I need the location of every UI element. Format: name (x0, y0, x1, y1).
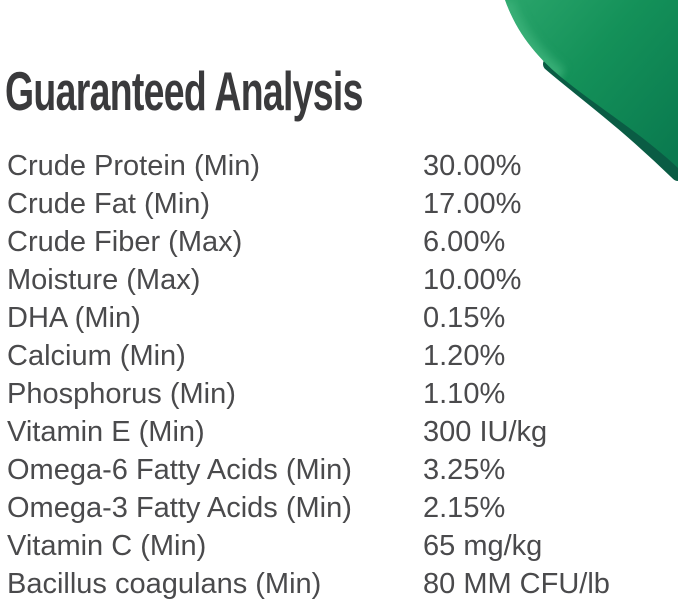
nutrient-value: 10.00% (423, 264, 522, 296)
nutrient-label: Crude Fiber (Max) (7, 226, 243, 258)
table-row: Crude Fat (Min) 17.00% (7, 185, 667, 223)
table-row: Omega-6 Fatty Acids (Min) 3.25% (7, 451, 667, 489)
wave-highlight-streak (505, 0, 568, 85)
nutrient-value: 17.00% (423, 188, 522, 220)
nutrient-label: Omega-3 Fatty Acids (Min) (7, 492, 352, 524)
nutrient-label: Vitamin C (Min) (7, 530, 207, 562)
table-row: Phosphorus (Min) 1.10% (7, 375, 667, 413)
analysis-table: Crude Protein (Min) 30.00% Crude Fat (Mi… (7, 147, 667, 603)
nutrient-value: 1.20% (423, 340, 506, 372)
nutrient-label: Vitamin E (Min) (7, 416, 205, 448)
wave-body (505, 0, 678, 168)
nutrient-value: 0.15% (423, 302, 506, 334)
table-row: DHA (Min) 0.15% (7, 299, 667, 337)
nutrient-value: 1.10% (423, 378, 506, 410)
table-row: Vitamin E (Min) 300 IU/kg (7, 413, 667, 451)
nutrient-value: 30.00% (423, 150, 522, 182)
wave-highlight-streak-core (505, 0, 564, 80)
table-row: Bacillus coagulans (Min) 80 MM CFU/lb (7, 565, 667, 603)
table-row: Vitamin C (Min) 65 mg/kg (7, 527, 667, 565)
table-row: Crude Protein (Min) 30.00% (7, 147, 667, 185)
nutrient-value: 2.15% (423, 492, 506, 524)
nutrient-label: Omega-6 Fatty Acids (Min) (7, 454, 352, 486)
table-row: Moisture (Max) 10.00% (7, 261, 667, 299)
nutrient-label: Moisture (Max) (7, 264, 201, 296)
nutrient-label: Crude Fat (Min) (7, 188, 211, 220)
page-title: Guaranteed Analysis (5, 60, 363, 122)
nutrient-label: Bacillus coagulans (Min) (7, 568, 322, 600)
nutrient-label: Phosphorus (Min) (7, 378, 236, 410)
nutrient-value: 80 MM CFU/lb (423, 568, 610, 600)
nutrient-value: 65 mg/kg (423, 530, 543, 562)
table-row: Calcium (Min) 1.20% (7, 337, 667, 375)
nutrient-label: DHA (Min) (7, 302, 141, 334)
nutrient-value: 6.00% (423, 226, 506, 258)
nutrient-label: Crude Protein (Min) (7, 150, 261, 182)
nutrient-value: 3.25% (423, 454, 506, 486)
nutrient-value: 300 IU/kg (423, 416, 548, 448)
table-row: Omega-3 Fatty Acids (Min) 2.15% (7, 489, 667, 527)
table-row: Crude Fiber (Max) 6.00% (7, 223, 667, 261)
nutrient-label: Calcium (Min) (7, 340, 186, 372)
